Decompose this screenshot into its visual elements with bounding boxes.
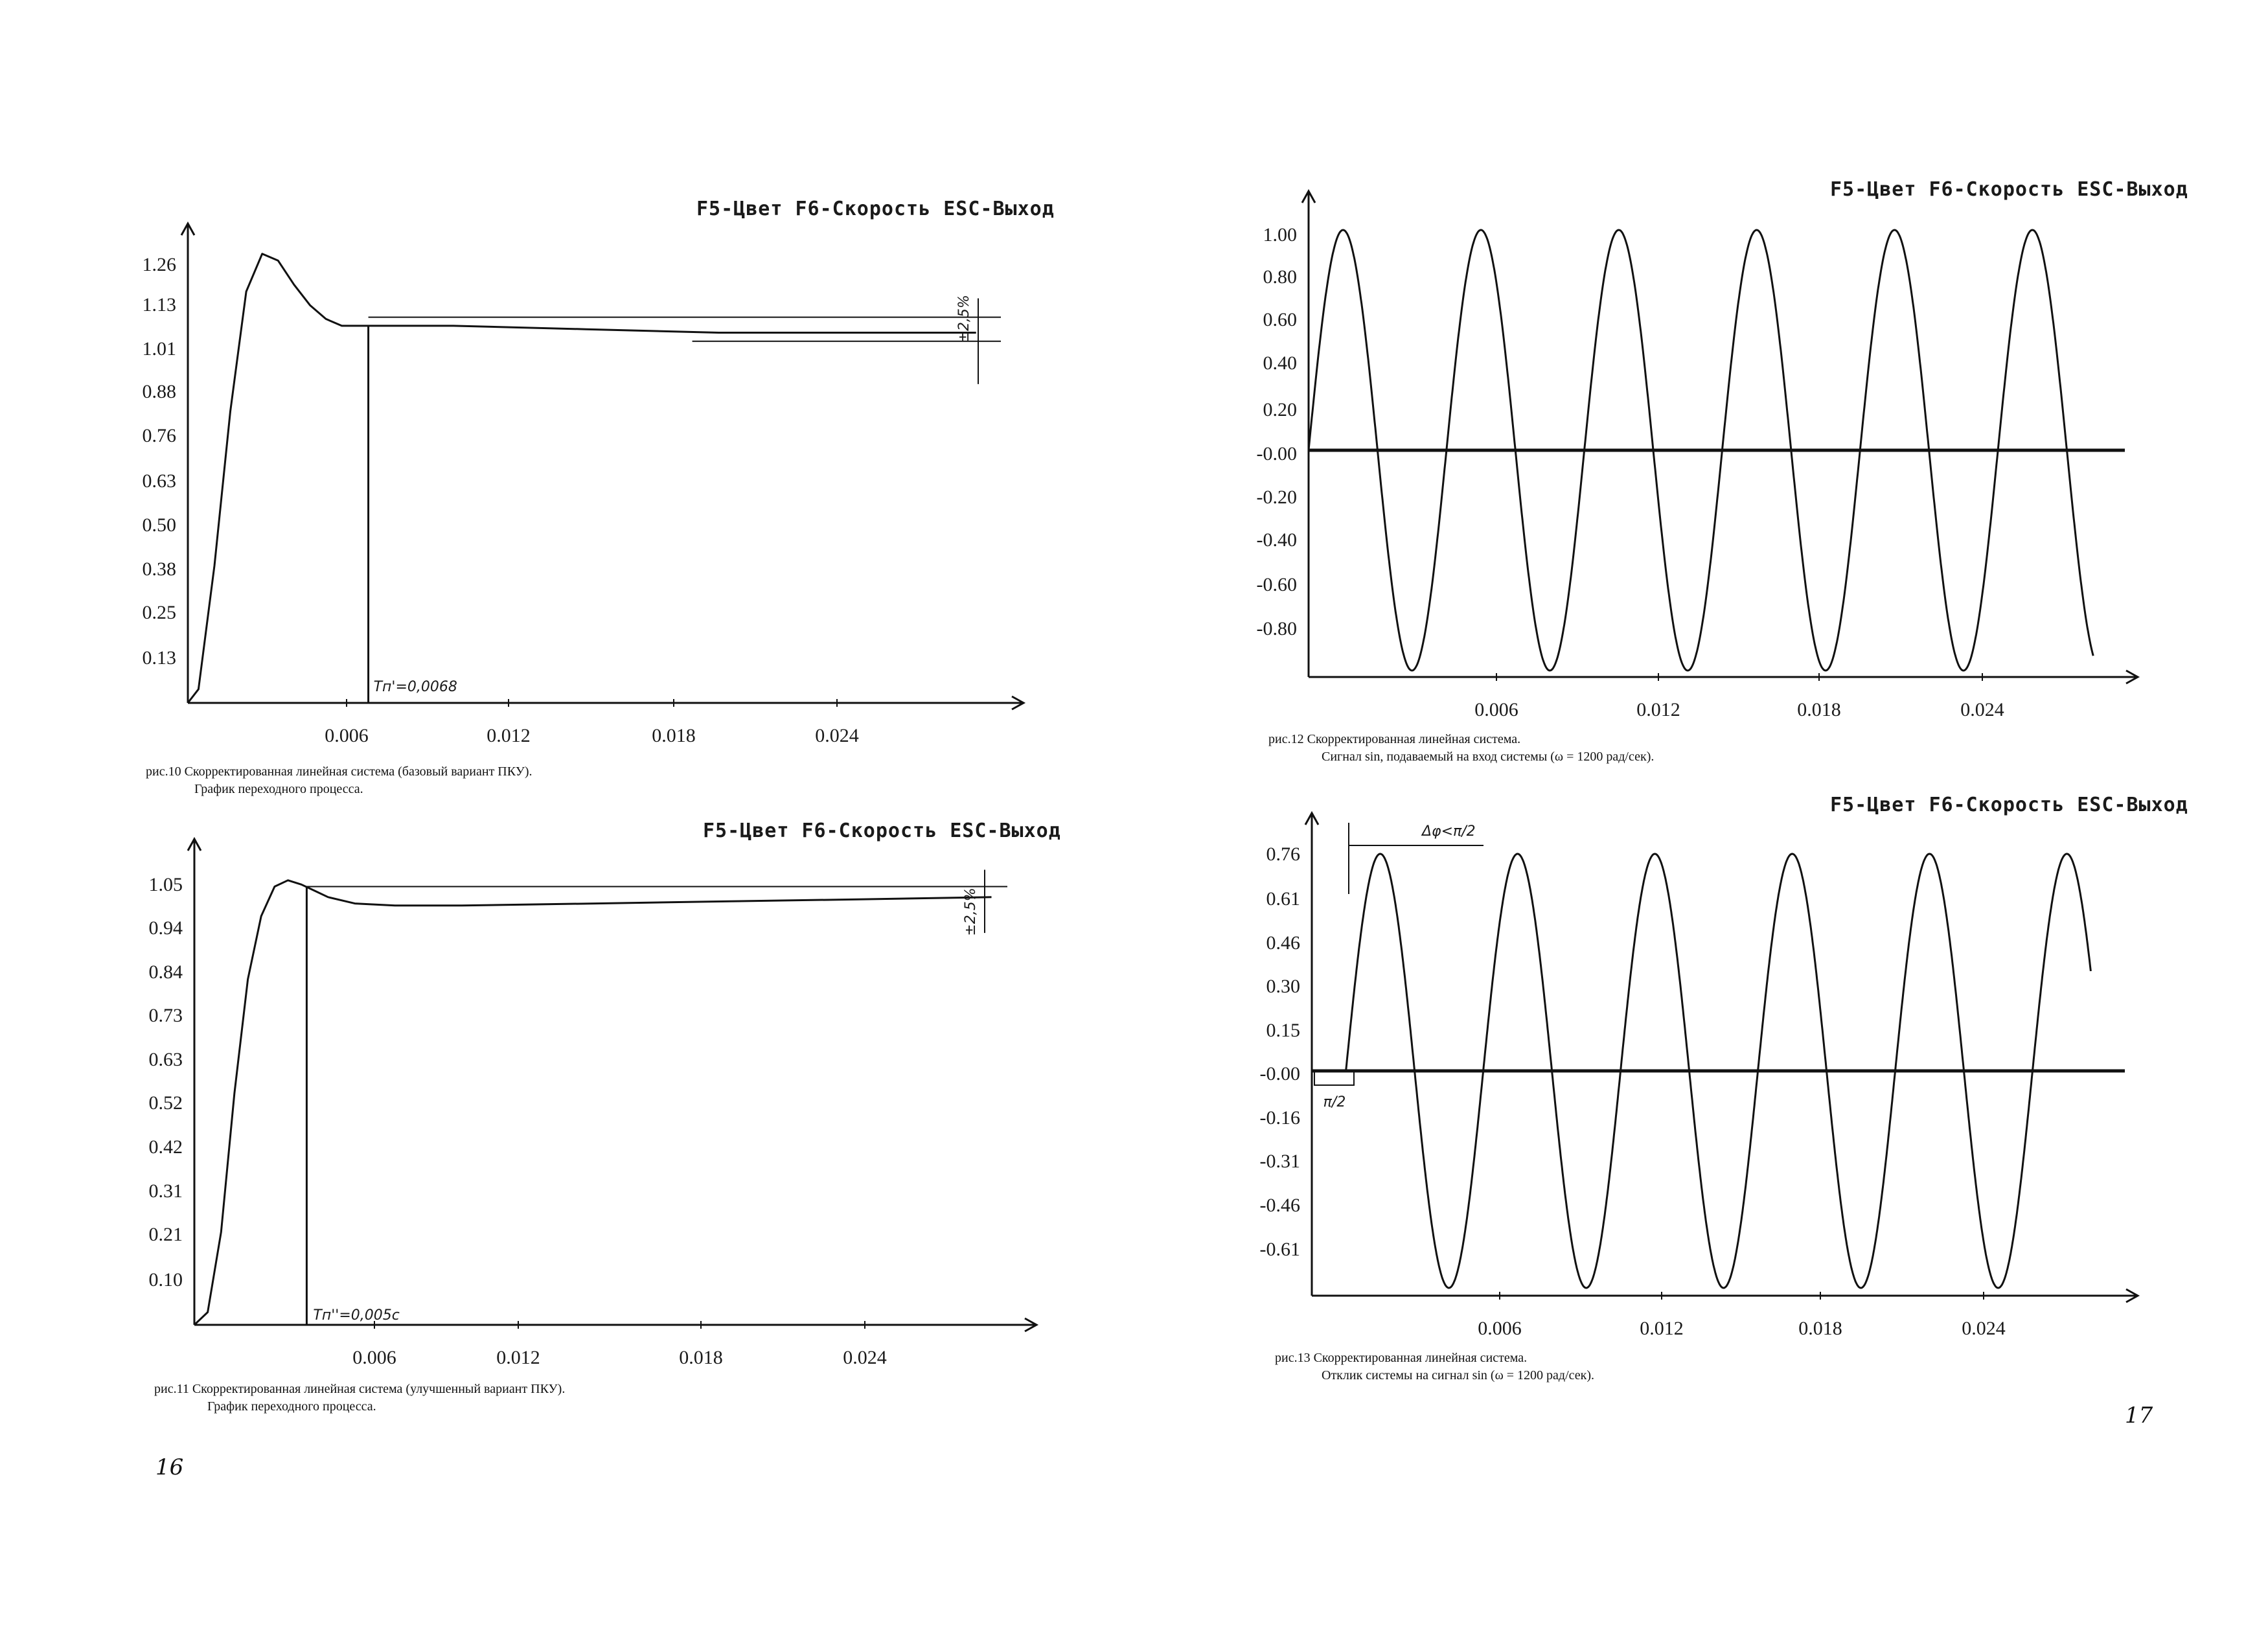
fig11-settling-time-label: Tп''=0,005с (313, 1307, 399, 1324)
fig13-y-tick-label: 0.76 (1266, 843, 1301, 865)
fig11-y-tick-label: 0.21 (149, 1224, 183, 1245)
fig12-x-arrow (2125, 669, 2140, 685)
fig12-y-tick-label: 0.20 (1263, 399, 1298, 420)
fig12-y-tick-label: 0.60 (1263, 309, 1298, 330)
fig12-caption: рис.12 Скорректированная линейная систем… (1268, 732, 1521, 746)
fig10-y-tick-label: 1.13 (143, 294, 177, 315)
fig11-y-arrow (187, 836, 202, 851)
fig13-y-tick-label: -0.16 (1260, 1107, 1301, 1129)
fig12-y-tick-label: -0.00 (1257, 443, 1298, 465)
fig10-header: F5-Цвет F6-Скорость ESC-Выход (696, 198, 1055, 220)
fig10-caption: рис.10 Скорректированная линейная систем… (146, 764, 533, 779)
fig10-caption-line2: График переходного процесса. (194, 782, 363, 796)
fig11-x-tick-label: 0.024 (843, 1347, 887, 1368)
fig12-y-tick-label: 0.80 (1263, 266, 1298, 288)
fig13-caption: рис.13 Скорректированная линейная систем… (1275, 1351, 1528, 1365)
fig11-y-tick-label: 1.05 (149, 874, 183, 895)
fig12-series-line (1307, 229, 2094, 672)
fig13-y-tick-label: -0.61 (1260, 1239, 1301, 1260)
fig11-y-tick-label: 0.63 (149, 1049, 183, 1070)
fig11-x-tick-label: 0.018 (679, 1347, 723, 1368)
fig13-header: F5-Цвет F6-Скорость ESC-Выход (1830, 794, 2188, 816)
fig11-y-tick-label: 0.94 (149, 917, 183, 939)
fig10-settling-time-label: Tп'=0,0068 (374, 679, 457, 695)
fig13-y-arrow (1304, 810, 1320, 825)
page-number-left: 16 (155, 1454, 184, 1480)
fig12-x-tick-label: 0.024 (1960, 699, 2004, 720)
fig10-y-tick-label: 1.26 (143, 254, 177, 275)
fig10-x-tick-label: 0.018 (652, 725, 696, 746)
fig12-caption-line2: Сигнал sin, подаваемый на вход системы (… (1322, 750, 1655, 764)
fig12-y-tick-label: 1.00 (1263, 224, 1298, 246)
fig12-chart: 0.006 0.012 0.018 0.024 1.00 0.80 0.60 0.40 0.20… (1257, 189, 2140, 720)
fig13-y-tick-label: -0.46 (1260, 1195, 1301, 1216)
fig10-y-tick-label: 0.63 (143, 470, 177, 492)
fig12-header: F5-Цвет F6-Скорость ESC-Выход (1830, 178, 2188, 201)
fig13-x-arrow (2125, 1288, 2140, 1303)
fig10-y-tick-label: 1.01 (143, 338, 177, 360)
fig11-series-line (193, 879, 992, 1326)
fig11-caption: рис.11 Скорректированная линейная систем… (154, 1382, 566, 1396)
fig12-y-arrow (1301, 189, 1316, 203)
fig13-phase-label: Δφ<π/2 (1421, 823, 1476, 840)
fig10-y-tick-label: 0.76 (143, 425, 177, 446)
fig12-x-tick-label: 0.006 (1474, 699, 1518, 720)
fig11-y-tick-label: 0.42 (149, 1136, 183, 1158)
fig11-x-tick-label: 0.012 (496, 1347, 540, 1368)
fig13-halfpi-bracket (1314, 1071, 1355, 1086)
fig13-y-tick-label: -0.00 (1260, 1063, 1301, 1084)
fig10-y-tick-label: 0.25 (143, 602, 177, 623)
fig10-y-arrow (180, 221, 196, 236)
fig13-x-tick-label: 0.018 (1798, 1318, 1842, 1339)
fig11-y-tick-label: 0.73 (149, 1005, 183, 1026)
fig10-x-tick-label: 0.012 (487, 725, 531, 746)
fig12-y-tick-label: -0.40 (1257, 529, 1298, 551)
fig12-y-tick-label: -0.80 (1257, 618, 1298, 639)
fig12-x-tick-label: 0.018 (1797, 699, 1841, 720)
fig11-y-tick-label: 0.31 (149, 1180, 183, 1202)
page-number-right: 17 (2125, 1403, 2153, 1428)
fig13-y-tick-label: -0.31 (1260, 1151, 1301, 1172)
fig10-y-tick-label: 0.13 (143, 647, 177, 669)
fig10-y-tick-label: 0.38 (143, 558, 177, 580)
fig10-x-arrow (1011, 695, 1026, 711)
fig11-band-label: ±2,5% (963, 888, 979, 935)
fig13-y-tick-label: 0.46 (1266, 932, 1301, 954)
fig10-series-line (187, 253, 976, 704)
fig12-y-tick-label: 0.40 (1263, 352, 1298, 374)
fig11-y-tick-label: 0.10 (149, 1269, 183, 1291)
fig11-header: F5-Цвет F6-Скорость ESC-Выход (703, 820, 1061, 842)
fig10-x-tick-label: 0.006 (325, 725, 369, 746)
fig11-caption-line2: График переходного процесса. (207, 1399, 376, 1414)
fig12-y-tick-label: -0.60 (1257, 574, 1298, 595)
fig12-y-tick-label: -0.20 (1257, 487, 1298, 508)
fig11-chart: 0.006 0.012 0.018 0.024 0.10 0.21 0.31 0.42 0.52… (149, 836, 1039, 1368)
fig13-y-tick-label: 0.61 (1266, 888, 1301, 910)
fig10-band-label: ±2,5% (956, 295, 972, 343)
fig10-x-tick-label: 0.024 (815, 725, 859, 746)
fig13-x-tick-label: 0.006 (1478, 1318, 1522, 1339)
fig13-y-tick-label: 0.15 (1266, 1020, 1301, 1041)
fig13-y-tick-label: 0.30 (1266, 976, 1301, 997)
fig10-y-tick-label: 0.50 (143, 514, 177, 536)
fig13-x-tick-label: 0.024 (1962, 1318, 2006, 1339)
fig10-chart: 0.006 0.012 0.018 0.024 0.13 0.25 0.38 0.50 0.63… (143, 221, 1026, 746)
fig13-chart: 0.006 0.012 0.018 0.024 0.76 0.61 0.46 0.30 0.15… (1260, 810, 2140, 1339)
fig13-x-tick-label: 0.012 (1640, 1318, 1684, 1339)
fig11-y-tick-label: 0.52 (149, 1092, 183, 1114)
fig13-halfpi-label: π/2 (1323, 1094, 1346, 1110)
fig11-x-arrow (1024, 1317, 1039, 1333)
fig11-y-tick-label: 0.84 (149, 961, 183, 983)
fig11-x-tick-label: 0.006 (352, 1347, 396, 1368)
fig13-caption-line2: Отклик системы на сигнал sin (ω = 1200 р… (1322, 1368, 1594, 1382)
fig13-series-line (1312, 853, 2092, 1289)
fig12-x-tick-label: 0.012 (1636, 699, 1680, 720)
fig10-y-tick-label: 0.88 (143, 381, 177, 402)
